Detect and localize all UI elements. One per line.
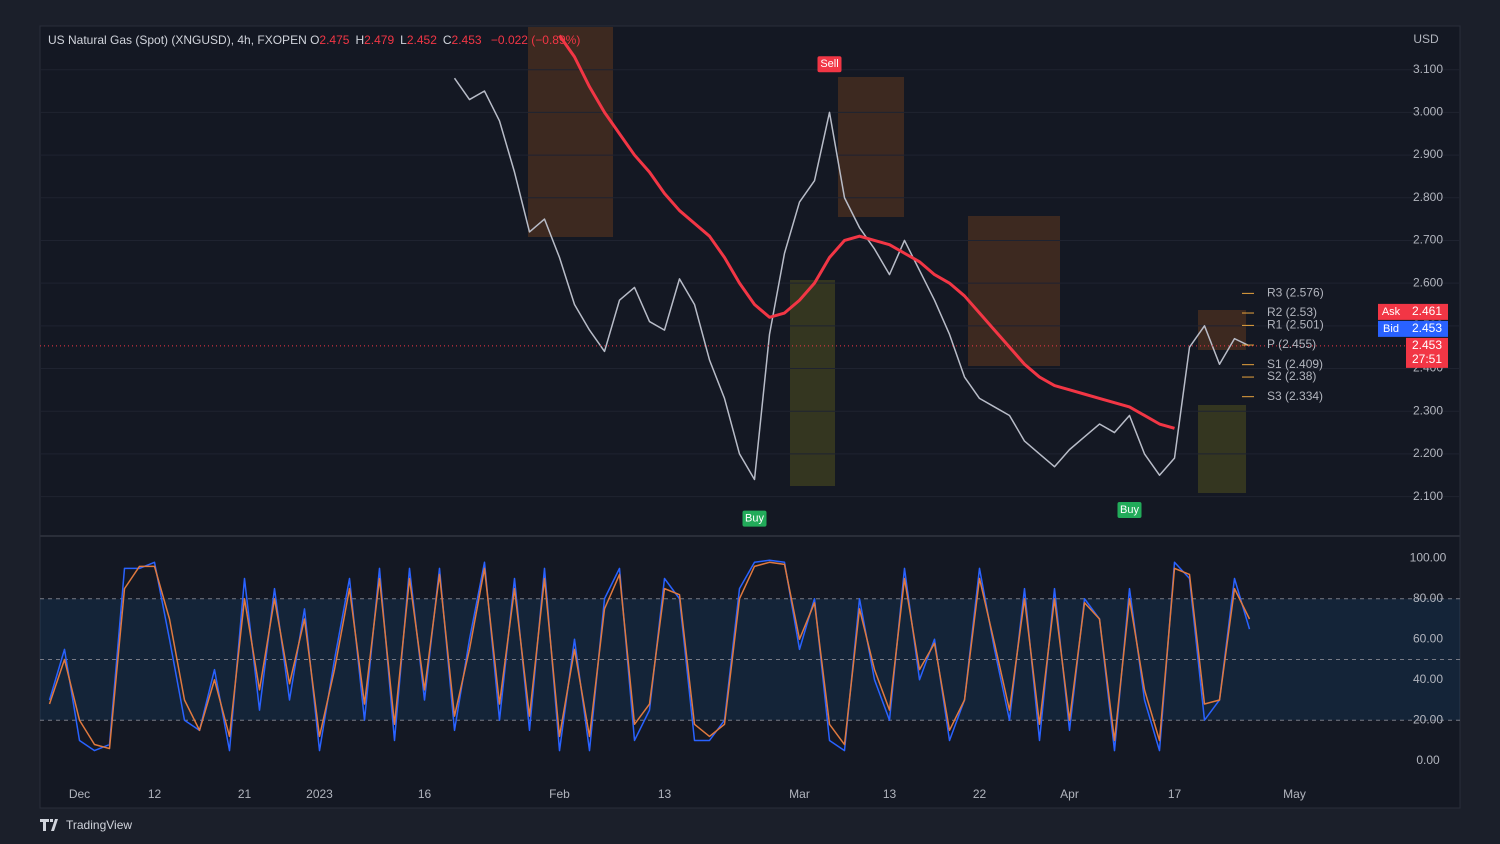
plot-background: [39, 25, 1461, 809]
ask-tag: [1378, 303, 1448, 320]
x-tick-label: 22: [973, 787, 987, 801]
x-tick-label: 12: [148, 787, 162, 801]
ohlc-value: 2.479: [364, 33, 395, 47]
x-tick-label: 13: [883, 787, 897, 801]
last-price-tag: [1406, 337, 1448, 368]
series-line: [453, 77, 1250, 481]
pivot-label: S3 (2.334): [1267, 389, 1323, 403]
signal-label: Buy: [1120, 504, 1139, 516]
y-tick-label: 2.100: [1413, 489, 1443, 503]
countdown: 27:51: [1412, 352, 1442, 366]
bid-tag: [1378, 320, 1448, 337]
y-tick-label: 2.900: [1413, 147, 1443, 161]
signal-box: [742, 510, 767, 527]
zone-box: [968, 216, 1060, 366]
signal-label: Buy: [745, 512, 764, 524]
series-line: [48, 561, 1251, 750]
pivot-label: S2 (2.38): [1267, 369, 1316, 383]
axes: USD 2.1002.2002.3002.4002.5002.6002.7002…: [69, 32, 1448, 801]
signal-label: Sell: [820, 58, 838, 70]
ohlc-value: 2.475: [319, 33, 350, 47]
y-tick-label: 60.00: [1413, 631, 1443, 645]
y-tick-label: 0.00: [1416, 753, 1440, 767]
y-tick-label: 2.200: [1413, 446, 1443, 460]
y-tick-label: 20.00: [1413, 712, 1443, 726]
y-tick-label: 100.00: [1410, 550, 1447, 564]
series-line: [558, 34, 1175, 430]
logo: [40, 819, 58, 831]
ohlc-value: 2.452: [406, 33, 437, 47]
pivot-label: R2 (2.53): [1267, 305, 1317, 319]
signal-box: [817, 56, 842, 73]
x-tick-label: Dec: [69, 787, 90, 801]
zone-box: [1198, 310, 1246, 350]
bid-value: 2.453: [1412, 321, 1442, 335]
x-tick-label: May: [1283, 787, 1306, 801]
zone-box: [1198, 405, 1246, 493]
pivot-label: R3 (2.576): [1267, 286, 1324, 300]
y-tick-label: 2.700: [1413, 233, 1443, 247]
last-price: 2.453: [1412, 338, 1442, 352]
zone-box: [838, 77, 904, 217]
change: −0.022 (−0.89%): [490, 33, 581, 47]
band: [40, 598, 1460, 721]
x-tick-label: Mar: [789, 787, 810, 801]
x-tick-label: 13: [658, 787, 672, 801]
oscillator-pane: [40, 559, 1460, 752]
ohlc: O2.475 H2.479 L2.452 C2.453: [310, 33, 488, 47]
zone-box: [528, 27, 613, 237]
ohlc-value: 2.453: [451, 33, 482, 47]
legend-header: US Natural Gas (Spot) (XNGUSD), 4h, FXOP…: [48, 33, 586, 47]
x-tick-label: 16: [418, 787, 432, 801]
ohlc-label: C: [442, 33, 452, 47]
symbol: US Natural Gas (Spot) (XNGUSD), 4h, FXOP…: [48, 33, 307, 47]
y-tick-label: 3.000: [1413, 105, 1443, 119]
pivot-label: P (2.455): [1267, 337, 1316, 351]
y-tick-label: 2.300: [1413, 403, 1443, 417]
y-tick-label: 3.100: [1413, 62, 1443, 76]
ask-value: 2.461: [1412, 304, 1442, 318]
y-tick-label: 80.00: [1413, 591, 1443, 605]
x-tick-label: 17: [1168, 787, 1182, 801]
currency: USD: [1413, 32, 1439, 46]
x-tick-label: Apr: [1060, 787, 1079, 801]
pivot-label: S1 (2.409): [1267, 357, 1323, 371]
ask-label: Ask: [1382, 306, 1401, 318]
bid-label: Bid: [1383, 323, 1399, 335]
x-tick-label: Feb: [549, 787, 570, 801]
x-tick-label: 2023: [306, 787, 333, 801]
zone-box: [790, 280, 835, 486]
footer: TradingView: [40, 818, 132, 832]
ohlc-label: H: [355, 33, 365, 47]
y-tick-label: 2.600: [1413, 275, 1443, 289]
y-tick-label: 40.00: [1413, 672, 1443, 686]
ohlc-label: O: [310, 33, 320, 47]
brand: TradingView: [66, 818, 133, 832]
signal-box: [1117, 502, 1142, 519]
price-pane: [40, 27, 1460, 498]
y-tick-label: 2.800: [1413, 190, 1443, 204]
pivot-label: R1 (2.501): [1267, 318, 1324, 332]
ohlc-label: L: [400, 33, 407, 47]
x-tick-label: 21: [238, 787, 252, 801]
